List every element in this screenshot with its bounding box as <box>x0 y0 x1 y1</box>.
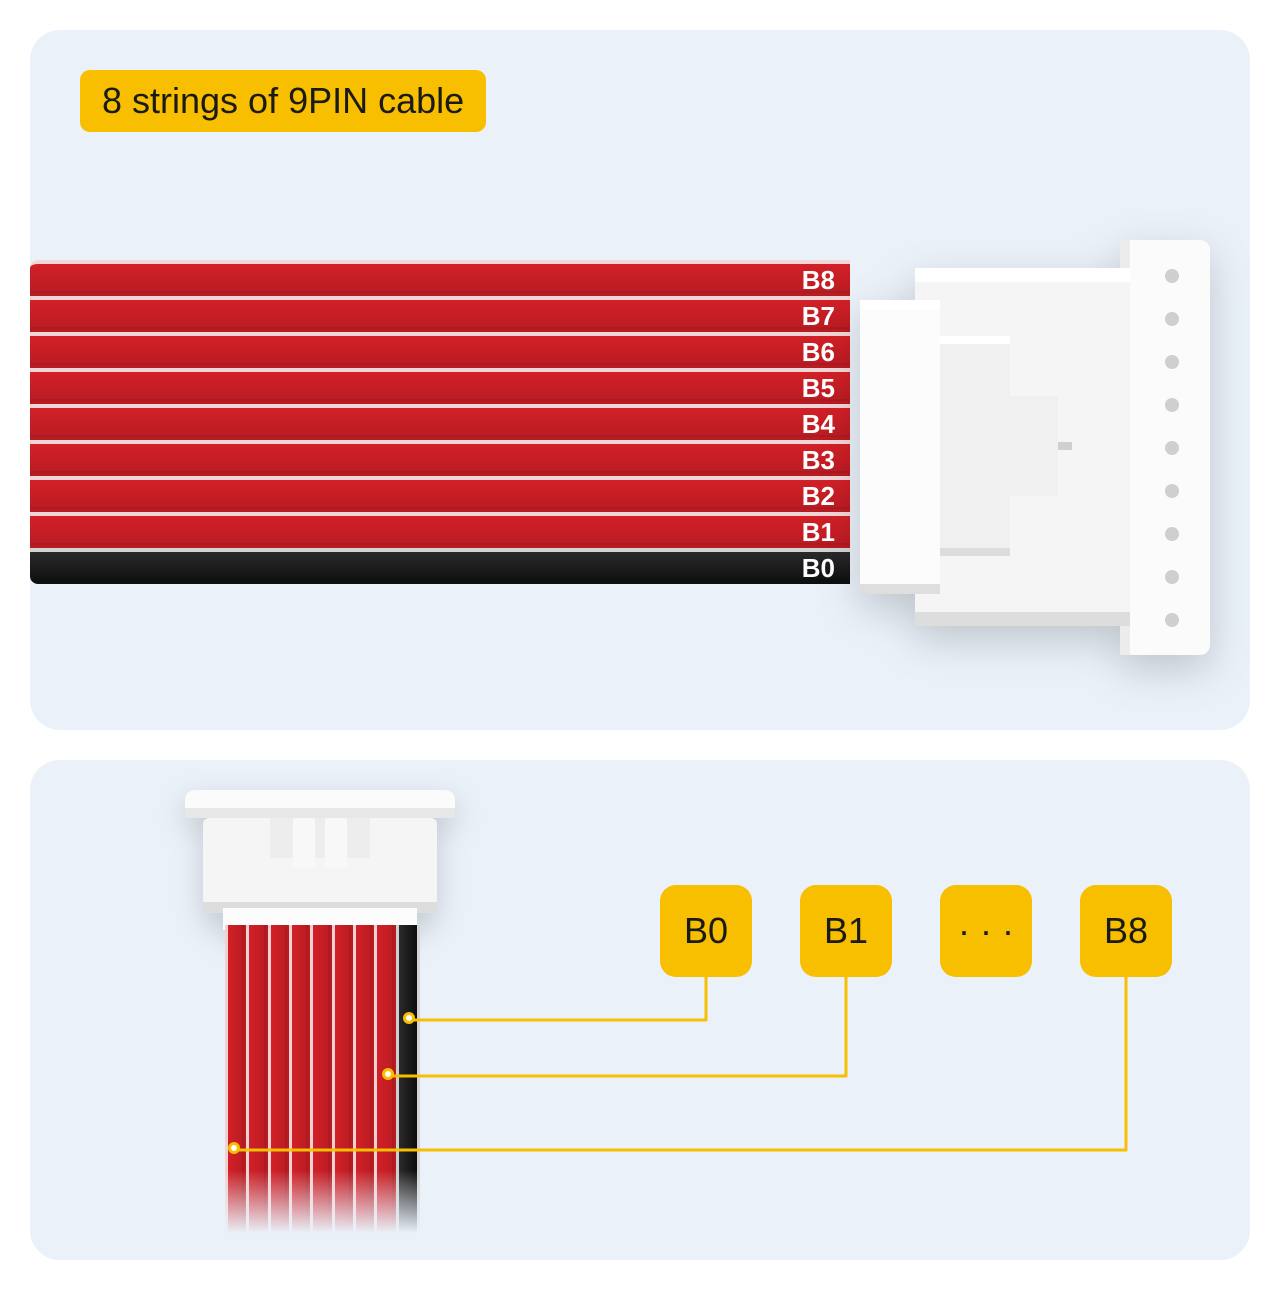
wire-b0: B0 <box>30 548 850 584</box>
node-badge-0: B0 <box>660 885 752 977</box>
wire-b7: B7 <box>30 296 850 332</box>
trace-lines <box>30 760 1250 1260</box>
wire-b3: B3 <box>30 440 850 476</box>
bottom-illustration: B0 B1 · · · B8 <box>30 760 1250 1260</box>
wire-b6: B6 <box>30 332 850 368</box>
trace-1 <box>390 977 846 1076</box>
wire-stack: B8B7B6B5B4B3B2B1B0 <box>30 260 850 584</box>
node-badge-2: · · · <box>940 885 1032 977</box>
node-badge-3: B8 <box>1080 885 1172 977</box>
top-illustration: B8B7B6B5B4B3B2B1B0 <box>30 240 1210 660</box>
wire-b5: B5 <box>30 368 850 404</box>
trace-dot-0 <box>403 1012 415 1024</box>
wire-b8: B8 <box>30 260 850 296</box>
wire-b1: B1 <box>30 512 850 548</box>
node-badge-1: B1 <box>800 885 892 977</box>
panel-cable-top-view: B0 B1 · · · B8 <box>30 760 1250 1260</box>
trace-0 <box>411 977 706 1020</box>
trace-dot-2 <box>228 1142 240 1154</box>
panel-cable-side-view: 8 strings of 9PIN cable B8B7B6B5B4B3B2B1… <box>30 30 1250 730</box>
wire-b2: B2 <box>30 476 850 512</box>
connector-right <box>860 240 1210 655</box>
title-badge: 8 strings of 9PIN cable <box>80 70 486 132</box>
wire-b4: B4 <box>30 404 850 440</box>
trace-2 <box>236 977 1126 1150</box>
trace-dot-1 <box>382 1068 394 1080</box>
